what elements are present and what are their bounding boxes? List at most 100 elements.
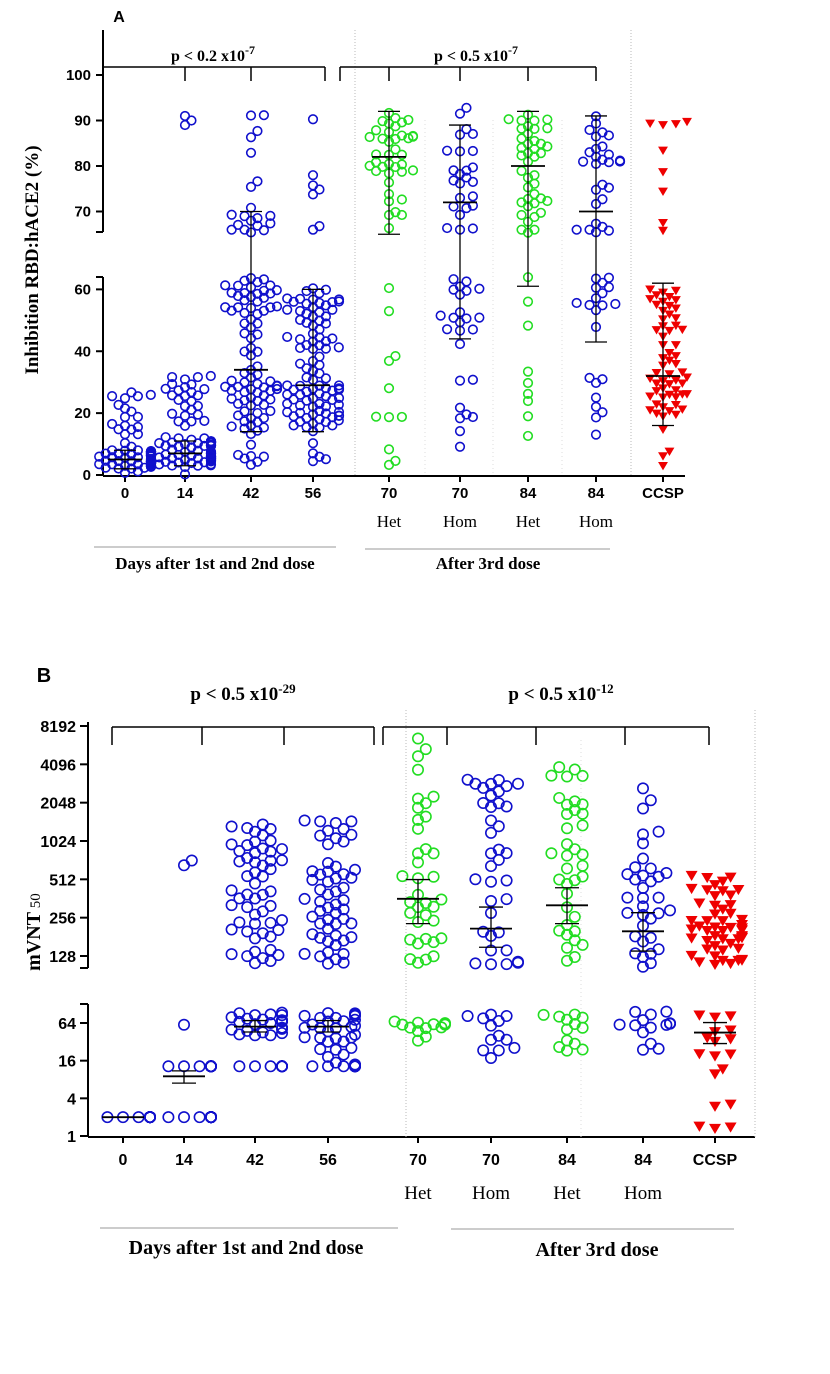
panel-a-point [474,312,485,323]
panel-b-point [162,1111,175,1124]
panel-a-point [179,110,191,122]
panel-a-point [265,218,276,229]
panel-b-point [568,951,581,964]
panel-a-point [597,179,608,190]
panel-a-point [529,188,540,200]
panel-b-point [205,1060,218,1073]
panel-a-point [327,385,338,396]
panel-a-point [333,406,345,418]
panel-b-point [427,790,440,803]
panel-b-point [492,1029,505,1042]
panel-a-ytick-label: 40 [74,343,91,360]
panel-a-point [535,138,547,149]
panel-a-point [295,305,306,317]
panel-b-point [411,813,424,826]
panel-b-point [568,795,581,808]
panel-b-xtick-label: 42 [246,1152,264,1169]
panel-b-point [321,1050,334,1063]
panel-b-point [298,892,311,905]
panel-a-point [320,454,332,465]
panel-a-point [239,307,250,319]
panel-b-point [461,773,474,786]
panel-b-ytick-label: 16 [58,1054,76,1071]
panel-a-point [186,416,197,427]
panel-a-point [448,165,459,176]
panel-b-point [636,782,649,795]
panel-a-point [529,224,540,235]
panel-b-point [337,868,350,881]
panel-a-point [670,296,681,305]
panel-a-point [301,285,312,297]
panel-a-ytick-label: 80 [74,158,91,175]
panel-a-point [333,294,345,305]
panel-b-point [545,847,558,860]
panel-a-point [442,324,453,335]
panel-a-point [320,373,332,384]
panel-b-point [484,860,497,873]
panel-b-point [298,814,311,827]
panel-b-point [241,1012,254,1025]
panel-b-point [636,837,649,850]
panel-b-point [337,823,350,836]
panel-a-point [320,383,332,394]
panel-b-point [709,1101,721,1112]
panel-b-point [709,1123,721,1135]
panel-a-point [252,213,263,224]
panel-a-point [542,123,553,134]
panel-b-point [178,1018,191,1031]
panel-b-point [411,1016,424,1029]
panel-a-point [179,410,191,421]
panel-b-point [693,957,706,968]
panel-a-point [670,341,681,350]
panel-a-pvalue-text: p < 0.2 x10-7 [171,43,255,65]
panel-b-point [321,935,334,948]
panel-a-point [265,405,276,417]
panel-a-point [682,117,692,127]
panel-a-point [542,195,553,207]
panel-a-point [467,145,479,157]
panel-a-point [658,218,668,228]
panel-b-point [537,1008,550,1021]
panel-a-subcategory-label: Het [377,512,402,531]
panel-b-point [225,923,238,936]
panel-b-point [178,859,191,872]
panel-a-point [333,410,345,421]
panel-a-point [199,433,210,444]
panel-a-point [522,296,534,307]
panel-a-point [199,415,210,426]
panel-a-point [529,170,540,181]
panel-a-point [651,291,662,300]
panel-b-point [337,894,350,907]
panel-a-point [160,432,171,443]
panel-b-point [241,822,254,835]
panel-a-point [239,287,250,299]
panel-a-point [314,351,325,362]
panel-b-xtick-label: 84 [634,1152,652,1169]
panel-b-point [337,947,350,960]
panel-a-point [522,366,534,377]
panel-a-point [179,401,191,412]
panel-b-point [716,925,729,937]
panel-b-point [724,1049,737,1060]
panel-a-point [670,120,681,129]
panel-a-ytick-label: 20 [74,405,91,422]
panel-b-point [321,901,334,914]
panel-a-point [145,446,157,457]
panel-a-group-label: After 3rd dose [436,554,541,573]
panel-a-point [233,302,244,313]
panel-a-point [467,191,479,202]
panel-b-point [560,849,573,862]
panel-a-point [258,422,270,433]
panel-b-point [568,1037,581,1050]
panel-b-point [576,819,589,832]
panel-a-point [371,149,382,160]
panel-a-point [664,407,675,416]
panel-b-point [492,926,505,939]
panel-a-point [252,176,263,187]
panel-b-point [560,862,573,875]
panel-b-y-title: mVNT 50 [23,893,45,971]
panel-b-point [644,931,657,944]
panel-b-point [724,872,737,883]
panel-b-point [568,934,581,947]
panel-b-point [736,931,748,942]
